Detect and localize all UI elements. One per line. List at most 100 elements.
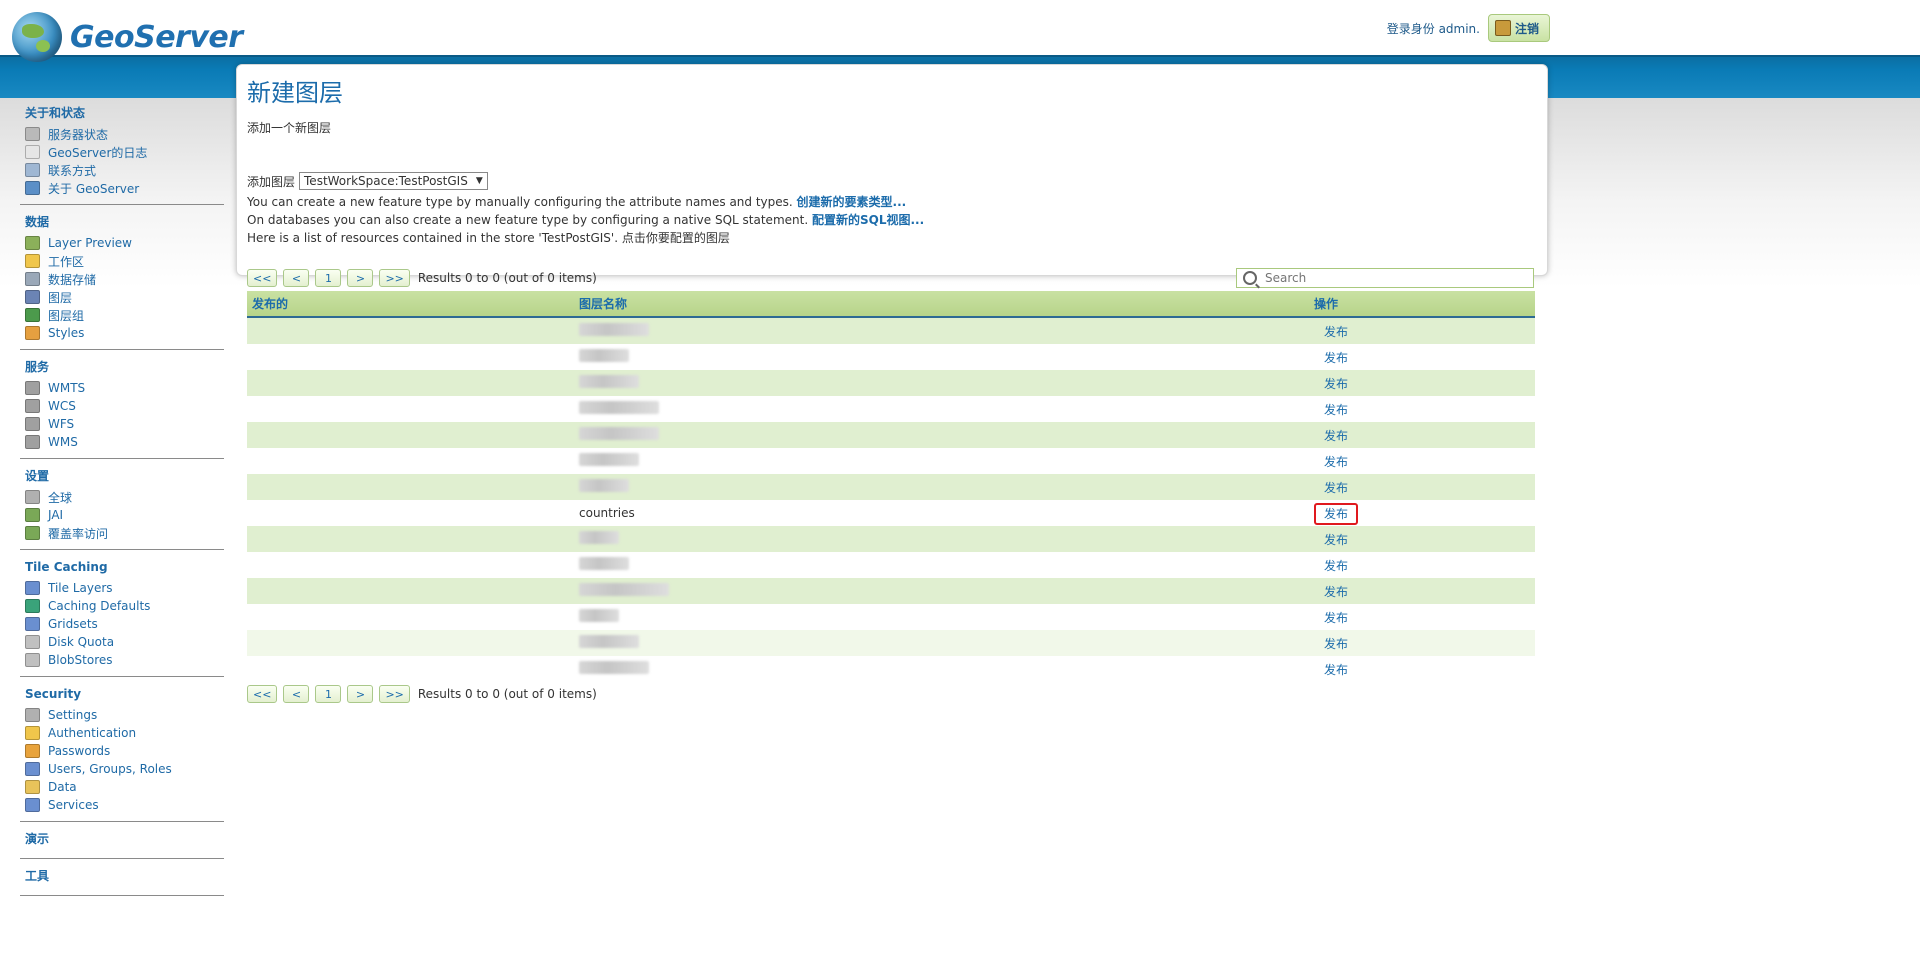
sidebar-section-title[interactable]: 工具 (25, 869, 50, 883)
prev-page-button[interactable]: < (283, 685, 310, 703)
publish-link[interactable]: 发布 (1324, 376, 1349, 391)
sidebar-item-label: Layer Preview (48, 236, 132, 250)
action-cell: 发布 (1309, 401, 1514, 418)
table-row: 发布 (247, 526, 1535, 552)
redacted-layer-name (579, 661, 649, 674)
publish-link[interactable]: 发布 (1324, 636, 1349, 651)
action-cell: 发布 (1309, 479, 1514, 496)
tile-layers-icon (25, 581, 40, 595)
sidebar-section-title[interactable]: 演示 (25, 832, 50, 846)
sidebar-item-label: Services (48, 798, 99, 812)
layer-name-cell (574, 531, 1309, 547)
first-page-button[interactable]: << (247, 685, 278, 703)
page-1-button[interactable]: 1 (315, 685, 342, 703)
action-cell: 发布 (1309, 427, 1514, 444)
sidebar-item[interactable]: 服务器状态 (25, 125, 224, 143)
search-input[interactable] (1263, 270, 1517, 286)
sidebar-item[interactable]: Styles (25, 324, 224, 342)
table-body: 发布 发布 发布 发布 发布 发布 发布 countries 发布 发布 发布 发布 发布 发布 发布 (247, 318, 1535, 682)
publish-link[interactable]: 发布 (1324, 324, 1349, 339)
datastore-icon (25, 272, 40, 286)
publish-link[interactable]: 发布 (1324, 662, 1349, 677)
table-row: 发布 (247, 604, 1535, 630)
publish-link[interactable]: 发布 (1324, 532, 1349, 547)
create-feature-type-link[interactable]: 创建新的要素类型... (796, 195, 907, 209)
sidebar-item[interactable]: Settings (25, 706, 224, 724)
redacted-layer-name (579, 349, 629, 362)
col-published-header[interactable]: 发布的 (252, 297, 289, 311)
sidebar-item[interactable]: Data (25, 778, 224, 796)
sidebar-item[interactable]: BlobStores (25, 651, 224, 669)
geoserver-logo[interactable]: GeoServer (12, 12, 243, 62)
prev-page-button[interactable]: < (283, 269, 310, 287)
results-info: Results 0 to 0 (out of 0 items) (417, 687, 597, 701)
publish-link[interactable]: 发布 (1314, 502, 1359, 525)
next-page-button[interactable]: > (347, 269, 374, 287)
table-row: countries 发布 (247, 500, 1535, 526)
sidebar-item[interactable]: 联系方式 (25, 161, 224, 179)
publish-link[interactable]: 发布 (1324, 402, 1349, 417)
sidebar-section-title[interactable]: Tile Caching (25, 560, 108, 574)
redacted-layer-name (579, 453, 639, 466)
publish-link[interactable]: 发布 (1324, 558, 1349, 573)
sidebar-item[interactable]: JAI (25, 506, 224, 524)
sidebar-item[interactable]: Users, Groups, Roles (25, 760, 224, 778)
sql-view-link[interactable]: 配置新的SQL视图... (811, 213, 925, 227)
sidebar-item[interactable]: 图层组 (25, 306, 224, 324)
layer-name-cell (574, 453, 1309, 469)
sidebar-item[interactable]: Disk Quota (25, 633, 224, 651)
last-page-button[interactable]: >> (379, 685, 410, 703)
publish-link[interactable]: 发布 (1324, 428, 1349, 443)
sidebar-item[interactable]: Services (25, 796, 224, 814)
sidebar-item[interactable]: Layer Preview (25, 234, 224, 252)
col-layer-name-header[interactable]: 图层名称 (579, 297, 628, 311)
sidebar-item-label: 覆盖率访问 (48, 526, 109, 541)
results-info: Results 0 to 0 (out of 0 items) (417, 271, 597, 285)
sidebar-item[interactable]: 图层 (25, 288, 224, 306)
sql-view-text: On databases you can also create a new f… (247, 213, 809, 227)
sidebar-item[interactable]: Gridsets (25, 615, 224, 633)
sidebar-section: Security Settings Authentication Passwords U… (20, 687, 224, 822)
sidebar-item[interactable]: Passwords (25, 742, 224, 760)
layer-name-cell (574, 661, 1309, 677)
sidebar-item[interactable]: 数据存储 (25, 270, 224, 288)
publish-link[interactable]: 发布 (1324, 610, 1349, 625)
workspace-icon (25, 254, 40, 268)
sidebar-item[interactable]: 覆盖率访问 (25, 524, 224, 542)
sidebar-item[interactable]: Tile Layers (25, 579, 224, 597)
sidebar-item[interactable]: 全球 (25, 488, 224, 506)
sidebar-item[interactable]: WFS (25, 415, 224, 433)
sidebar-section-title[interactable]: 设置 (25, 469, 50, 483)
sidebar-item[interactable]: Authentication (25, 724, 224, 742)
create-feature-type-text: You can create a new feature type by man… (247, 195, 793, 209)
sidebar-item[interactable]: WMS (25, 433, 224, 451)
sidebar-section-title[interactable]: Security (25, 687, 82, 701)
sidebar-section-title[interactable]: 关于和状态 (25, 106, 86, 120)
sidebar-item[interactable]: WCS (25, 397, 224, 415)
page-1-button[interactable]: 1 (315, 269, 342, 287)
next-page-button[interactable]: > (347, 685, 374, 703)
layer-name-cell: countries (574, 506, 1309, 520)
publish-link[interactable]: 发布 (1324, 350, 1349, 365)
publish-link[interactable]: 发布 (1324, 454, 1349, 469)
logout-button[interactable]: 注销 (1487, 14, 1550, 42)
sidebar-item[interactable]: Caching Defaults (25, 597, 224, 615)
sidebar-item[interactable]: GeoServer的日志 (25, 143, 224, 161)
table-row: 发布 (247, 474, 1535, 500)
action-cell: 发布 (1309, 609, 1514, 626)
sidebar-section-title[interactable]: 数据 (25, 215, 50, 229)
sidebar-item[interactable]: 关于 GeoServer (25, 179, 224, 197)
sidebar-section-title[interactable]: 服务 (25, 360, 50, 374)
sidebar-item[interactable]: 工作区 (25, 252, 224, 270)
search-box (1236, 268, 1534, 288)
sidebar-item[interactable]: WMTS (25, 379, 224, 397)
store-select[interactable]: TestWorkSpace:TestPostGIS ▼ (299, 172, 488, 190)
last-page-button[interactable]: >> (379, 269, 410, 287)
wcs-icon (25, 399, 40, 413)
publish-link[interactable]: 发布 (1324, 480, 1349, 495)
logged-in-label: 登录身份 admin. (1386, 21, 1480, 36)
first-page-button[interactable]: << (247, 269, 278, 287)
publish-link[interactable]: 发布 (1324, 584, 1349, 599)
layer-name-cell (574, 583, 1309, 599)
layer-icon (25, 290, 40, 304)
